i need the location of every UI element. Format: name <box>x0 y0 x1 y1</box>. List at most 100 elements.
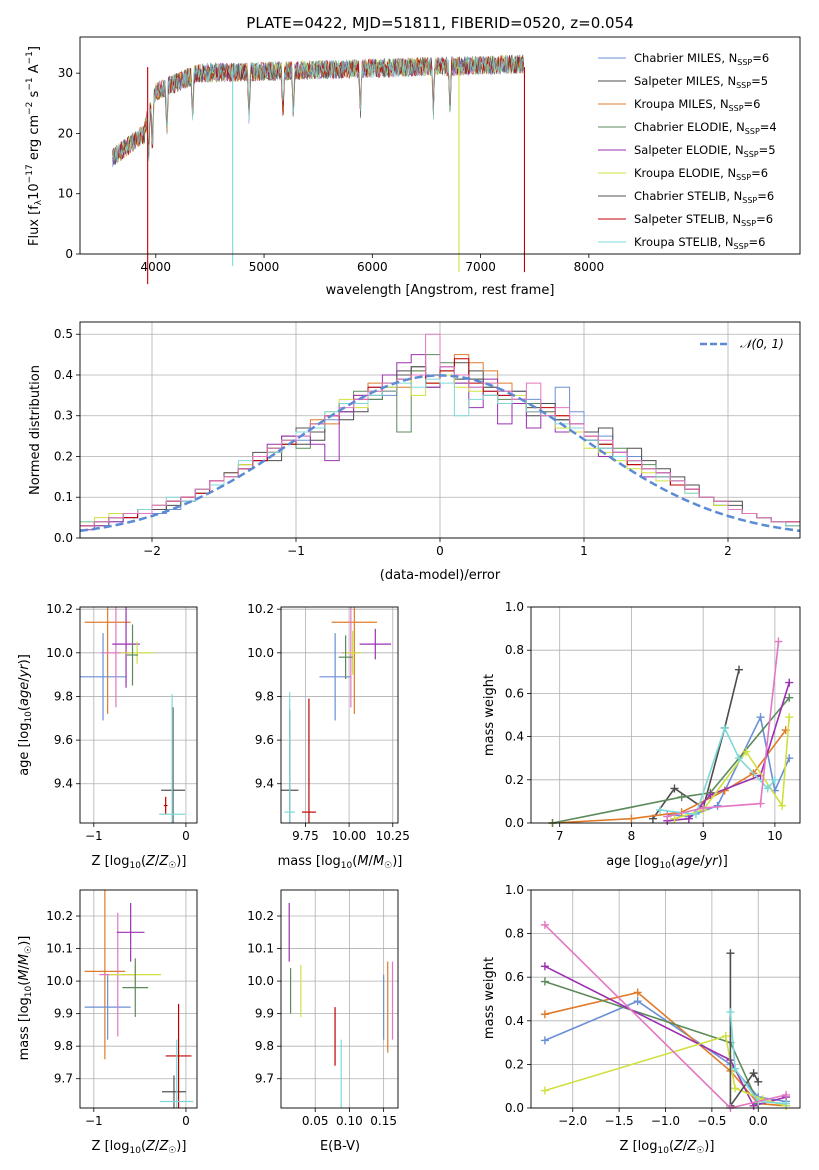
x-tick-label: 1 <box>580 544 588 558</box>
massweight-line <box>729 1012 787 1105</box>
legend-label: Chabrier ELODIE, NSSP=4 <box>634 120 777 136</box>
residuals-ylabel: Normed distribution <box>28 365 43 495</box>
mass-vs-ebv-panel: 0.05 0.10 0.15 9.7 9.8 9.9 10.0 10.1 10.2 <box>247 889 399 1128</box>
mwZ-xlabel: Z [log10(Z/Z☉)] <box>620 1139 715 1156</box>
massweight-marker <box>633 988 642 997</box>
age-vs-metallicity-panel: −1 0 9.4 9.6 9.8 10.0 10.2 <box>46 602 198 843</box>
massweight-marker <box>540 1010 549 1019</box>
y-tick-label: 10.2 <box>247 909 274 923</box>
massweight-marker <box>770 775 779 784</box>
legend-label: Salpeter ELODIE, NSSP=5 <box>634 143 776 159</box>
massweight-marker <box>742 747 751 756</box>
legend-label: 𝒩(0, 1) <box>740 337 784 351</box>
plot-frame <box>280 606 399 824</box>
massweight-marker <box>785 713 794 722</box>
massweight-marker <box>785 678 794 687</box>
y-tick-label: 9.6 <box>54 733 73 747</box>
x-tick-label: −1.5 <box>605 1114 634 1128</box>
y-tick-label: 0.0 <box>505 1101 524 1115</box>
y-tick-label: 0.2 <box>505 1057 524 1071</box>
y-tick-label: 0.2 <box>54 449 73 463</box>
x-tick-label: 0.0 <box>749 1114 768 1128</box>
x-tick-label: −1 <box>287 544 305 558</box>
massweight-line <box>652 669 740 820</box>
residual-histogram-panel: −2 −1 0 1 2 0.0 0.1 0.2 0.3 0.4 0.5 𝒩(0, 1) <box>54 321 801 558</box>
massweight-marker <box>540 1036 549 1045</box>
massweight-marker <box>670 784 679 793</box>
plot-frame <box>79 36 801 255</box>
massweight-marker <box>713 801 722 810</box>
y-tick-label: 30 <box>58 66 73 80</box>
x-tick-label: 0.05 <box>302 1114 329 1128</box>
massweight-marker <box>756 713 765 722</box>
massweight-marker <box>540 962 549 971</box>
massweight-marker <box>691 810 700 819</box>
massweight-marker <box>763 784 772 793</box>
x-tick-label: 9.75 <box>292 829 319 843</box>
ageZ-xlabel: Z [log10(Z/Z☉)] <box>92 854 187 871</box>
mwAge-ylabel: mass weight <box>482 674 497 756</box>
y-tick-label: 10.0 <box>247 646 274 660</box>
massweight-marker <box>656 806 665 815</box>
spectrum-ylabel: Flux [fλ10−17 erg cm−2 s−1 A−1] <box>25 46 44 246</box>
x-tick-label: 0.15 <box>370 1114 397 1128</box>
spectrum-line <box>112 54 524 167</box>
y-tick-label: 9.4 <box>255 777 274 791</box>
plot-frame <box>79 606 198 824</box>
spectrum-title: PLATE=0422, MJD=51811, FIBERID=0520, z=0… <box>246 14 633 32</box>
y-tick-label: 0.6 <box>505 686 524 700</box>
massweight-marker <box>540 977 549 986</box>
massweight-marker <box>540 1086 549 1095</box>
y-tick-label: 9.6 <box>255 733 274 747</box>
y-tick-label: 9.8 <box>54 689 73 703</box>
x-tick-label: 0 <box>436 544 444 558</box>
x-tick-label: 8 <box>628 829 636 843</box>
histogram-step <box>79 333 800 538</box>
massweight-marker <box>754 1077 763 1086</box>
legend-label: Chabrier MILES, NSSP=6 <box>634 51 769 67</box>
massweight-marker <box>756 799 765 808</box>
mwZ-ylabel: mass weight <box>482 957 497 1039</box>
y-tick-label: 10.1 <box>46 942 73 956</box>
x-tick-label: 10.25 <box>376 829 410 843</box>
residuals-xlabel: (data-model)/error <box>380 568 501 583</box>
x-tick-label: 0.10 <box>336 1114 363 1128</box>
massweight-line <box>667 641 780 818</box>
massweight-marker <box>726 1008 735 1017</box>
mwAge-xlabel: age [log10(age/yr)] <box>606 854 728 871</box>
massweight-marker <box>735 754 744 763</box>
massweight-marker <box>720 723 729 732</box>
y-tick-label: 0.0 <box>505 816 524 830</box>
massweight-marker <box>670 814 679 823</box>
x-tick-label: 6000 <box>357 260 388 274</box>
age-vs-mass-panel: 9.75 10.00 10.25 9.4 9.6 9.8 10.0 10.2 <box>247 602 410 843</box>
massweight-marker <box>627 814 636 823</box>
plot-frame <box>79 889 198 1109</box>
massweight-marker <box>778 801 787 810</box>
x-tick-label: 4000 <box>141 260 172 274</box>
y-tick-label: 10 <box>58 187 73 201</box>
massweight-marker <box>726 949 735 958</box>
massweight-marker <box>749 1069 758 1078</box>
spectrum-panel: 4000 5000 6000 7000 8000 0 10 20 30 Chabrier MILE… <box>58 36 801 285</box>
legend-label: Kroupa MILES, NSSP=6 <box>634 97 760 113</box>
y-tick-label: 0.8 <box>505 643 524 657</box>
y-tick-label: 0.4 <box>505 1014 524 1028</box>
y-tick-label: 9.9 <box>54 1007 73 1021</box>
y-tick-label: 0.2 <box>505 773 524 787</box>
massZ-xlabel: Z [log10(Z/Z☉)] <box>92 1139 187 1156</box>
x-tick-label: 8000 <box>574 260 605 274</box>
y-tick-label: 0 <box>65 247 73 261</box>
y-tick-label: 10.0 <box>247 974 274 988</box>
y-tick-label: 1.0 <box>505 883 524 897</box>
y-tick-label: 0.3 <box>54 409 73 423</box>
plot-frame <box>530 606 801 824</box>
y-tick-label: 0.1 <box>54 490 73 504</box>
massweight-marker <box>782 1090 791 1099</box>
massweight-marker <box>663 812 672 821</box>
x-tick-label: 0 <box>182 1114 190 1128</box>
massweight-marker <box>782 1099 791 1108</box>
x-tick-label: −0.5 <box>697 1114 726 1128</box>
massZ-ylabel: mass [log10(M/M☉)] <box>17 936 34 1061</box>
